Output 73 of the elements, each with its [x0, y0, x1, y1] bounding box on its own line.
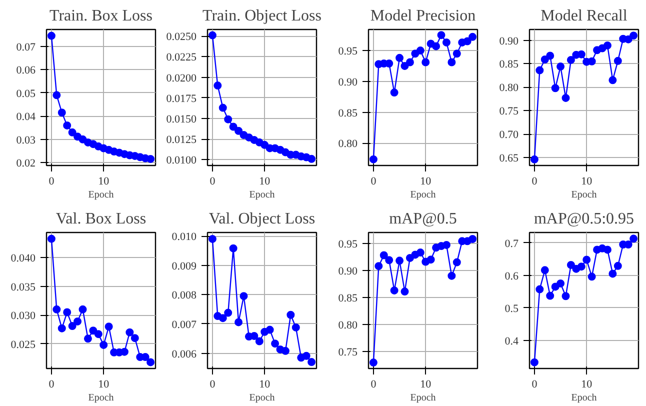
y-tick-label: 0.70	[499, 129, 519, 142]
y-tick-label: 0.90	[499, 35, 519, 48]
y-tick-label: 0.06	[16, 64, 36, 77]
y-tick-label: 0.007	[172, 318, 197, 331]
y-tick-label: 0.5	[504, 302, 519, 315]
x-tick-label: 0	[48, 176, 55, 188]
chart-title: Model Precision	[370, 8, 476, 24]
y-tick-label: 0.6	[504, 270, 519, 282]
y-tick-label: 0.0175	[166, 92, 197, 105]
chart-title: Train. Object Loss	[202, 8, 322, 24]
y-tick-label: 0.80	[338, 138, 358, 150]
x-tick-label: 10	[581, 378, 593, 390]
x-tick-label: 0	[532, 378, 538, 390]
y-tick-label: 0.80	[338, 320, 358, 332]
y-tick-label: 0.0150	[166, 114, 197, 126]
y-tick-label: 0.85	[499, 58, 519, 71]
y-tick-label: 0.7	[504, 238, 519, 250]
y-tick-label: 0.75	[499, 106, 519, 118]
x-axis-title: Epoch	[571, 190, 597, 200]
y-tick-label: 0.008	[172, 290, 197, 302]
y-tick-label: 0.07	[16, 41, 36, 54]
y-tick-label: 0.90	[338, 265, 358, 278]
x-tick-label: 10	[420, 176, 432, 188]
y-tick-label: 0.04	[16, 111, 36, 124]
x-axis-title: Epoch	[88, 190, 114, 200]
x-axis-title: Epoch	[88, 392, 114, 404]
x-tick-label: 0	[532, 176, 538, 188]
y-tick-label: 0.025	[10, 338, 36, 351]
chart-title: Val. Object Loss	[208, 210, 316, 228]
y-tick-label: 0.040	[10, 252, 36, 265]
y-tick-label: 0.0200	[166, 72, 197, 84]
y-tick-label: 0.90	[338, 76, 358, 88]
y-tick-label: 0.0125	[166, 134, 197, 146]
x-tick-label: 10	[259, 176, 271, 188]
y-tick-label: 0.03	[16, 134, 36, 146]
x-axis-title: Epoch	[249, 392, 275, 404]
y-tick-label: 0.05	[16, 88, 36, 100]
x-tick-label: 0	[210, 378, 216, 390]
x-tick-label: 10	[98, 378, 110, 390]
y-tick-label: 0.65	[499, 152, 519, 165]
x-tick-label: 10	[259, 378, 271, 390]
x-tick-label: 0	[370, 378, 377, 390]
x-tick-label: 10	[98, 176, 110, 188]
x-tick-label: 10	[581, 176, 593, 188]
y-tick-label: 0.85	[338, 292, 358, 305]
y-tick-label: 0.010	[172, 231, 197, 244]
y-tick-label: 0.02	[16, 158, 36, 170]
x-axis-title: Epoch	[249, 190, 275, 200]
x-tick-label: 0	[210, 176, 216, 188]
y-tick-label: 0.0225	[166, 52, 197, 64]
chart-title: Val. Box Loss	[56, 210, 146, 228]
y-tick-label: 0.85	[338, 107, 358, 120]
chart-title: Train. Box Loss	[50, 8, 152, 24]
y-tick-label: 0.95	[338, 238, 358, 250]
y-tick-label: 0.75	[338, 346, 358, 359]
y-tick-label: 0.006	[172, 348, 197, 360]
x-axis-title: Epoch	[410, 190, 436, 200]
x-tick-label: 0	[370, 176, 377, 188]
y-tick-label: 0.0100	[166, 154, 197, 167]
y-tick-label: 0.4	[504, 335, 519, 348]
x-axis-title: Epoch	[410, 392, 436, 404]
chart-title: mAP@0.5	[389, 210, 457, 228]
y-tick-label: 0.0250	[166, 31, 197, 44]
x-tick-label: 0	[48, 378, 55, 390]
chart-title: Model Recall	[540, 8, 628, 24]
y-tick-label: 0.030	[10, 310, 36, 322]
chart-title: mAP@0.5:0.95	[534, 210, 634, 228]
y-tick-label: 0.80	[499, 82, 519, 94]
x-tick-label: 10	[420, 378, 432, 390]
y-tick-label: 0.95	[338, 46, 358, 58]
x-axis-title: Epoch	[571, 392, 597, 404]
y-tick-label: 0.009	[172, 260, 197, 272]
y-tick-label: 0.035	[10, 281, 36, 294]
